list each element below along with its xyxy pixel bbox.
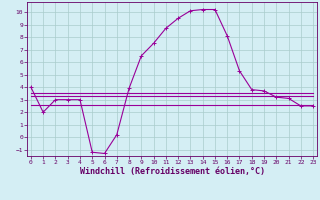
X-axis label: Windchill (Refroidissement éolien,°C): Windchill (Refroidissement éolien,°C) bbox=[79, 167, 265, 176]
